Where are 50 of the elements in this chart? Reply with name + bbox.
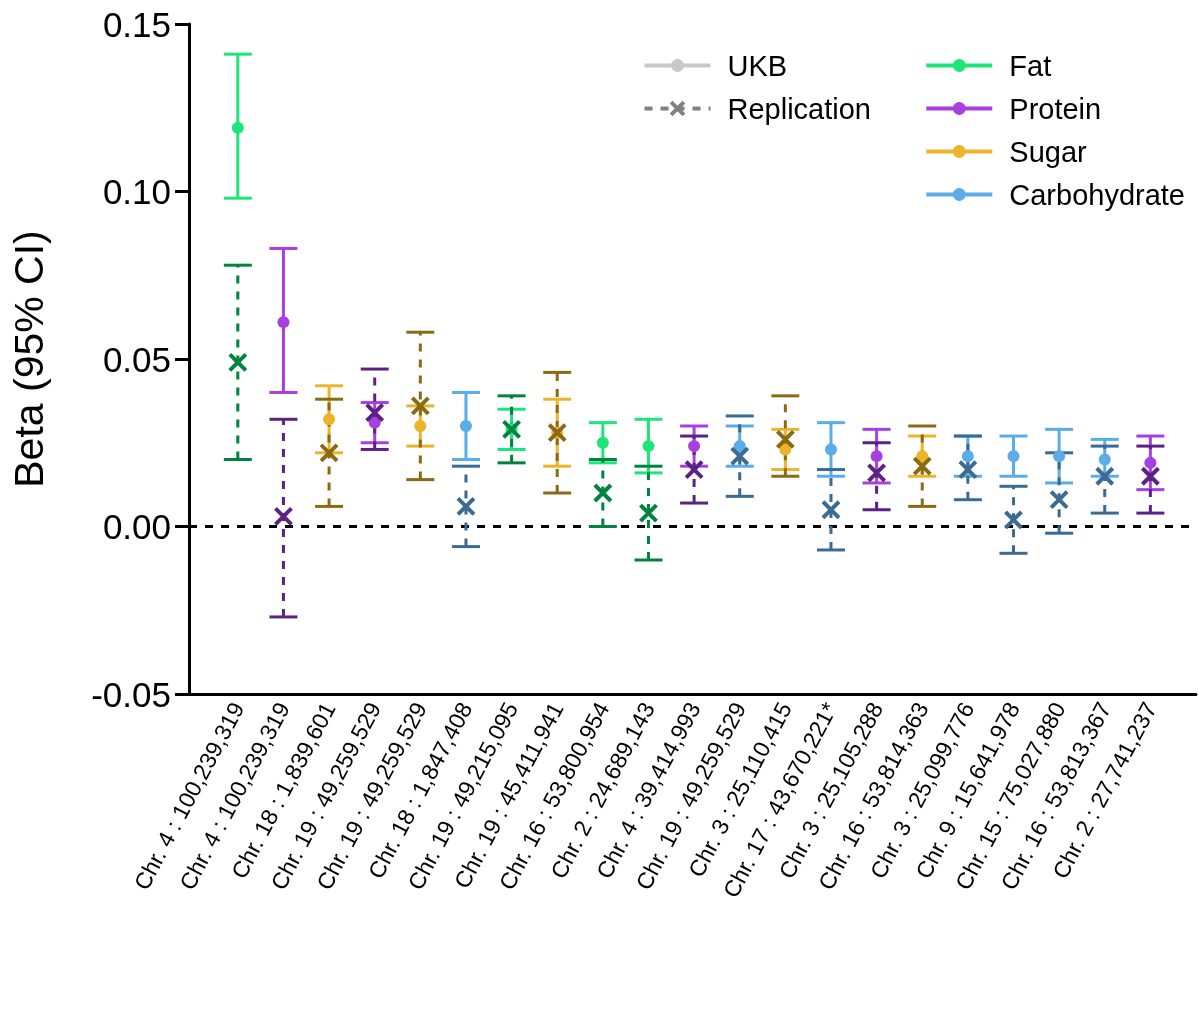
y-tick-label: 0.00 bbox=[102, 507, 171, 546]
point bbox=[916, 450, 929, 463]
point bbox=[410, 395, 431, 416]
point bbox=[414, 420, 427, 432]
point bbox=[733, 440, 746, 453]
point bbox=[820, 499, 841, 520]
point bbox=[779, 443, 792, 456]
point bbox=[1098, 453, 1111, 466]
point bbox=[638, 503, 659, 524]
legend-label: Replication bbox=[727, 92, 872, 125]
point bbox=[684, 459, 705, 480]
point bbox=[1053, 450, 1066, 463]
point bbox=[870, 450, 883, 463]
legend-label: Sugar bbox=[1009, 135, 1088, 168]
legend-label: Protein bbox=[1009, 92, 1102, 125]
point bbox=[455, 496, 476, 517]
point bbox=[1003, 509, 1024, 530]
legend-label: UKB bbox=[727, 49, 788, 82]
point bbox=[227, 352, 248, 373]
y-tick-label: -0.05 bbox=[91, 674, 171, 714]
point bbox=[596, 436, 609, 449]
y-tick-label: 0.05 bbox=[102, 339, 171, 379]
point bbox=[866, 462, 887, 483]
legend-label: Carbohydrate bbox=[1009, 178, 1186, 211]
y-axis-title: Beta (95% CI) bbox=[5, 230, 52, 488]
point bbox=[961, 450, 974, 463]
y-tick-label: 0.15 bbox=[102, 4, 171, 44]
y-tick-label: 0.10 bbox=[102, 172, 171, 211]
point bbox=[368, 416, 381, 429]
point bbox=[1049, 489, 1070, 510]
point bbox=[231, 121, 244, 134]
point bbox=[323, 413, 336, 426]
point bbox=[364, 402, 385, 423]
point bbox=[1144, 456, 1157, 469]
point bbox=[688, 440, 701, 453]
point bbox=[319, 442, 340, 463]
point bbox=[729, 446, 750, 467]
point bbox=[1140, 466, 1161, 487]
point bbox=[1007, 450, 1020, 463]
point bbox=[775, 429, 796, 450]
legend-label: Fat bbox=[1009, 49, 1052, 82]
point bbox=[592, 483, 613, 503]
point bbox=[957, 459, 978, 480]
point bbox=[1094, 466, 1115, 487]
point bbox=[912, 456, 933, 477]
point bbox=[277, 316, 290, 329]
point bbox=[273, 506, 294, 527]
point bbox=[459, 420, 472, 432]
point bbox=[642, 440, 655, 453]
point bbox=[824, 443, 837, 456]
